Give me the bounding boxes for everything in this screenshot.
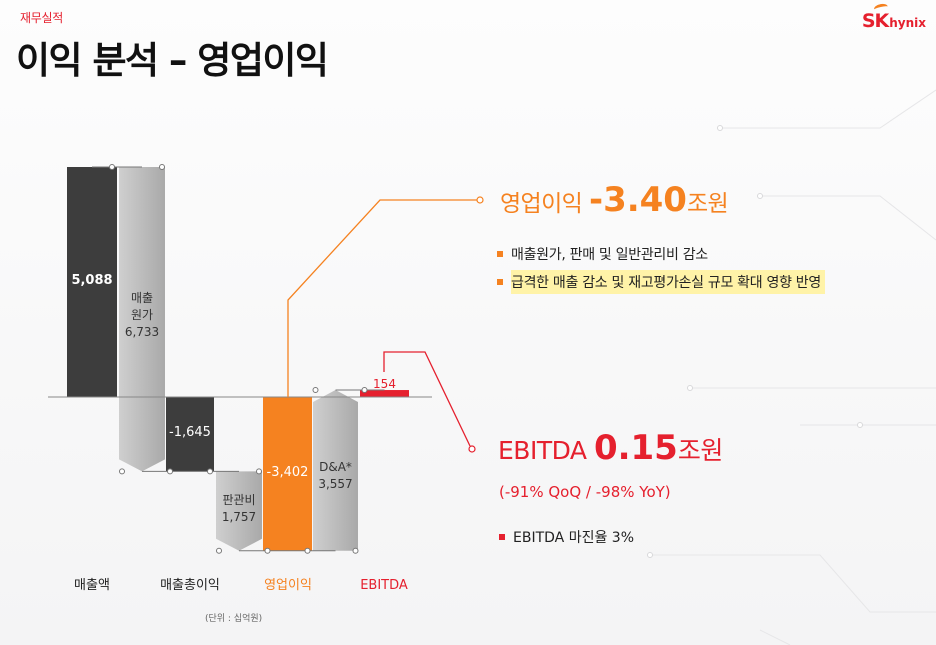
bullet-text-highlighted: 급격한 매출 감소 및 재고평가손실 규모 확대 영향 반영 <box>511 270 825 294</box>
connector-dot <box>264 547 271 554</box>
bar-4 <box>216 471 262 551</box>
connector-dot <box>159 164 165 170</box>
sk-hynix-logo: SK hynix <box>861 2 926 32</box>
ebitda-margin-bullet: EBITDA 마진율 3% <box>499 527 634 547</box>
section-label: 재무실적 <box>20 11 63 25</box>
connector-dot <box>167 468 173 475</box>
bar-step-label: 판관비 <box>222 493 255 507</box>
bar-value-label: 1,757 <box>222 510 256 524</box>
operating-profit-unit: 조원 <box>686 191 729 217</box>
bar-7 <box>360 390 409 397</box>
bar-value-label: 3,557 <box>318 477 352 491</box>
ebitda-prefix: EBITDA <box>498 436 594 465</box>
connector-dot <box>312 386 319 393</box>
bar-value-label: -1,645 <box>169 425 211 440</box>
category-label: 영업이익 <box>264 578 312 593</box>
connector-dot <box>352 547 359 554</box>
bar-value-label: 154 <box>373 377 396 391</box>
bullet-square-icon <box>499 534 505 540</box>
connector-dot <box>109 164 115 170</box>
bar-value-label: -3,402 <box>267 465 309 480</box>
ebitda-headline: EBITDA 0.15조원 <box>498 428 723 468</box>
logo-sk-text: SK <box>861 10 889 32</box>
bar-step-label: 매출 <box>131 291 153 305</box>
ebitda-change: (-91% QoQ / -98% YoY) <box>499 483 671 501</box>
unit-note: (단위 : 십억원) <box>205 614 263 624</box>
category-label: 매출총이익 <box>160 578 220 593</box>
bar-value-label: 5,088 <box>71 273 112 288</box>
connector-dot <box>361 386 368 393</box>
bullet-square-icon <box>497 251 503 257</box>
bullet-text: 매출원가, 판매 및 일반관리비 감소 <box>511 247 708 263</box>
bar-step-label: 원가 <box>131 308 153 322</box>
bar-value-label: 6,733 <box>125 325 159 339</box>
connector-dot <box>256 468 262 475</box>
bar-1 <box>67 167 117 397</box>
bullet-item: 급격한 매출 감소 및 재고평가손실 규모 확대 영향 반영 <box>497 268 825 296</box>
connector-dot <box>216 547 222 554</box>
ebitda-margin-text: EBITDA 마진율 3% <box>513 530 634 546</box>
bar-6 <box>313 389 358 551</box>
connector-dot <box>119 468 125 475</box>
logo-hynix-text: hynix <box>889 16 926 30</box>
category-label: EBITDA <box>360 578 408 593</box>
bar-3 <box>166 397 214 472</box>
page-title: 이익 분석 – 영업이익 <box>16 39 329 82</box>
bullet-item: 매출원가, 판매 및 일반관리비 감소 <box>497 240 825 268</box>
operating-profit-prefix: 영업이익 <box>500 191 589 217</box>
ebitda-value: 0.15 <box>593 428 678 468</box>
operating-profit-value: -3.40 <box>588 180 687 220</box>
connector-dot <box>207 468 213 475</box>
operating-profit-bullets: 매출원가, 판매 및 일반관리비 감소 급격한 매출 감소 및 재고평가손실 규… <box>497 240 825 296</box>
bar-5 <box>263 397 312 551</box>
category-label: 매출액 <box>74 578 110 593</box>
bar-step-label: D&A* <box>319 460 352 474</box>
ebitda-unit: 조원 <box>677 436 724 465</box>
connector-dot <box>304 547 311 554</box>
bullet-square-icon <box>497 279 503 285</box>
operating-profit-headline: 영업이익 -3.40조원 <box>500 180 729 220</box>
bar-2 <box>119 167 165 472</box>
